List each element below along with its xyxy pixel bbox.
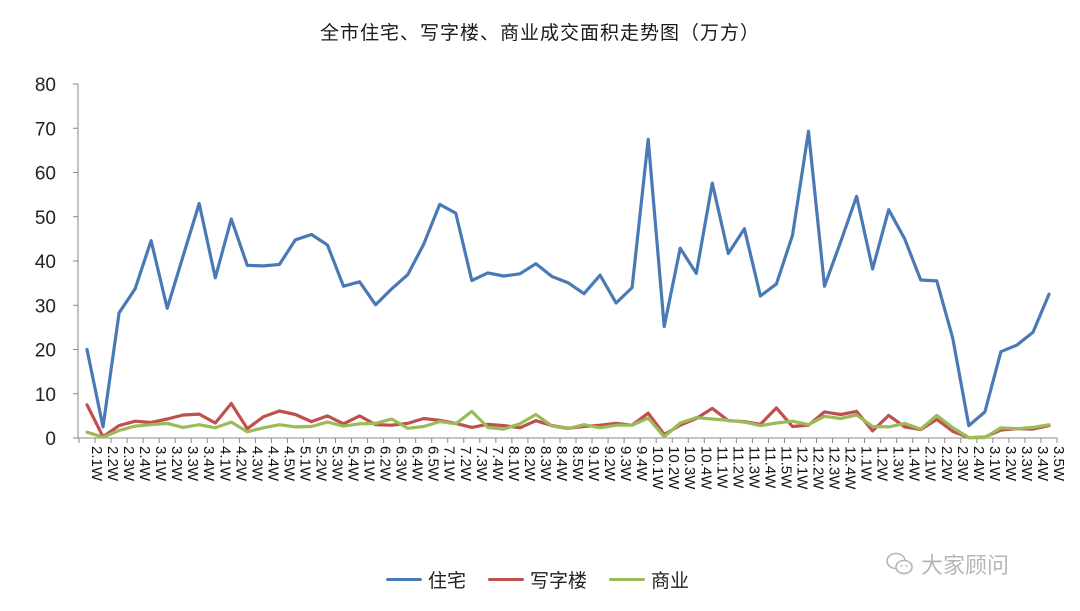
legend-label-office: 写字楼 [530, 570, 588, 592]
x-tick-label: 12.1W [793, 446, 810, 490]
y-tick-label: 80 [35, 75, 56, 96]
x-tick-label: 9.4W [633, 446, 650, 482]
y-tick-label: 20 [35, 341, 56, 362]
x-tick-label: 8.3W [537, 446, 554, 482]
series-line-commercial [85, 409, 1051, 440]
x-tick-label: 7.3W [473, 446, 490, 482]
x-tick-label: 4.1W [216, 446, 233, 482]
x-tick-label: 8.1W [505, 446, 522, 482]
x-tick-label: 1.4W [906, 446, 923, 482]
x-tick-label: 4.4W [264, 446, 281, 482]
x-tick-label: 10.4W [697, 446, 714, 490]
x-tick-label: 3.2W [1002, 446, 1019, 482]
x-tick-label: 2.2W [938, 446, 955, 482]
legend-item-commercial: 商业 [609, 566, 689, 593]
x-tick-label: 11.2W [729, 446, 746, 489]
x-tick-label: 2.1W [88, 446, 105, 482]
x-tick-label: 8.5W [569, 446, 586, 482]
x-tick-label: 3.2W [168, 446, 185, 482]
x-tick-label: 4.5W [280, 446, 297, 482]
x-tick-label: 10.3W [681, 446, 698, 490]
x-tick-label: 3.4W [1034, 446, 1051, 482]
x-tick-label: 7.2W [457, 446, 474, 482]
x-tick-label: 5.2W [312, 446, 329, 482]
x-tick-label: 7.4W [489, 446, 506, 482]
x-tick-label: 2.1W [922, 446, 939, 482]
x-tick-label: 1.1W [858, 446, 875, 482]
x-tick-label: 3.3W [1018, 446, 1035, 482]
x-tick-label: 11.3W [745, 446, 762, 489]
x-tick-label: 6.3W [393, 446, 410, 482]
x-tick-label: 3.4W [200, 446, 217, 482]
x-tick-label: 10.1W [649, 446, 666, 490]
legend-label-residential: 住宅 [428, 570, 467, 592]
x-tick-label: 5.1W [296, 446, 313, 482]
x-tick-label: 7.1W [441, 446, 458, 482]
x-tick-label: 4.3W [248, 446, 265, 482]
wechat-icon [886, 552, 913, 575]
x-tick-label: 6.4W [409, 446, 426, 482]
x-tick-label: 3.5W [1050, 446, 1067, 482]
x-tick-label: 2.4W [970, 446, 987, 482]
x-tick-label: 2.3W [954, 446, 971, 482]
x-tick-label: 12.2W [810, 446, 827, 490]
x-tick-label: 8.4W [553, 446, 570, 482]
x-tick-label: 9.2W [601, 446, 618, 482]
legend-label-commercial: 商业 [651, 570, 690, 592]
x-tick-label: 3.3W [184, 446, 201, 482]
x-tick-label: 2.2W [104, 446, 121, 482]
y-tick-label: 50 [35, 208, 56, 229]
x-tick-label: 11.4W [761, 446, 778, 489]
x-tick-label: 2.3W [120, 446, 137, 482]
x-tick-label: 4.2W [232, 446, 249, 482]
x-tick-label: 10.2W [665, 446, 682, 490]
y-tick-label: 0 [45, 429, 56, 450]
legend-swatch-residential [386, 578, 422, 581]
y-tick-label: 10 [35, 385, 56, 406]
x-tick-label: 6.2W [377, 446, 394, 482]
legend-swatch-commercial [609, 578, 646, 581]
x-tick-label: 6.5W [425, 446, 442, 482]
watermark: 大家顾问 [885, 548, 1009, 580]
x-tick-label: 5.3W [329, 446, 346, 482]
y-tick-label: 30 [35, 296, 56, 317]
y-tick-label: 70 [35, 119, 56, 140]
x-tick-label: 9.1W [585, 446, 602, 482]
series-line-residential [85, 129, 1051, 429]
y-tick-label: 40 [35, 252, 56, 273]
x-tick-label: 3.1W [152, 446, 169, 482]
legend: 住宅 写字楼 商业 [386, 566, 689, 593]
x-tick-label: 11.5W [777, 446, 794, 489]
legend-item-residential: 住宅 [386, 566, 466, 593]
chart-title: 全市住宅、写字楼、商业成交面积走势图（万方） [319, 22, 760, 44]
x-tick-label: 9.3W [617, 446, 634, 482]
x-tick-label: 6.1W [361, 446, 378, 482]
x-tick-label: 1.2W [874, 446, 891, 482]
legend-swatch-office [488, 578, 525, 581]
y-tick-label: 60 [35, 164, 56, 185]
watermark-text: 大家顾问 [921, 554, 1010, 579]
x-tick-label: 11.1W [713, 446, 730, 489]
x-tick-label: 12.3W [826, 446, 843, 490]
x-tick-label: 8.2W [521, 446, 538, 482]
x-tick-label: 5.4W [345, 446, 362, 482]
x-tick-label: 3.1W [986, 446, 1003, 482]
x-tick-label: 1.3W [890, 446, 907, 482]
x-tick-label: 12.4W [842, 446, 859, 490]
x-tick-label: 2.4W [136, 446, 153, 482]
legend-item-office: 写字楼 [488, 566, 587, 593]
